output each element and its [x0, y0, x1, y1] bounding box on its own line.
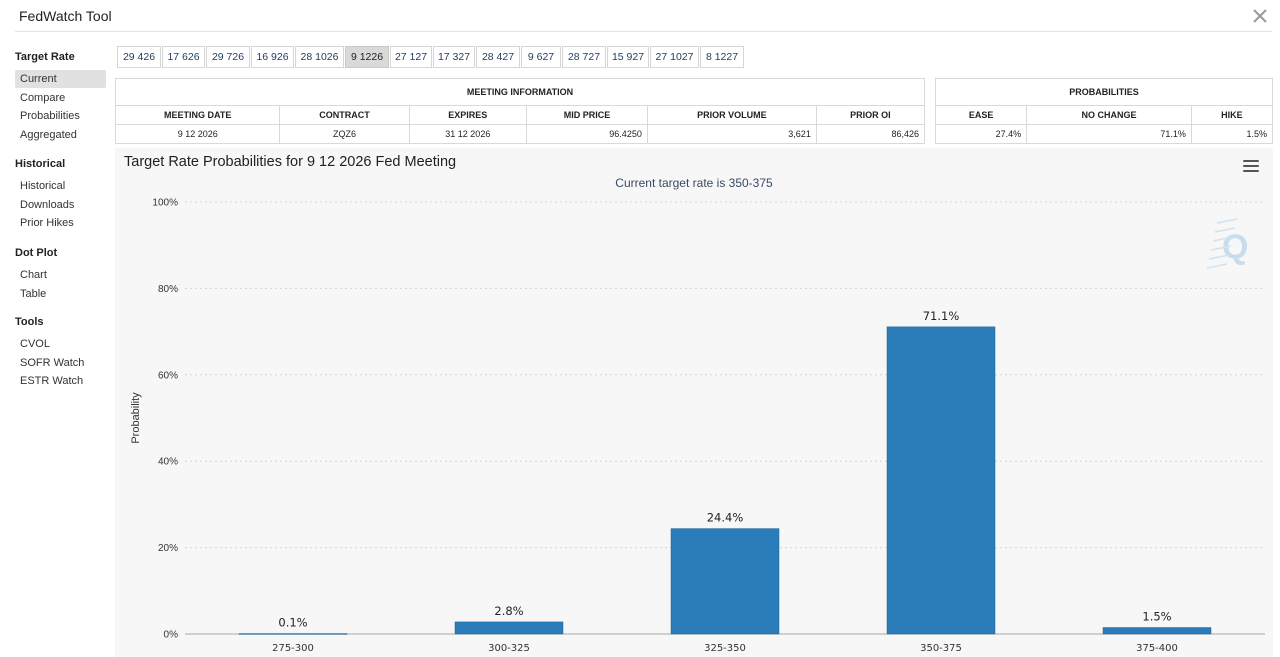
- data-label-300-325: 2.8%: [494, 604, 523, 618]
- y-axis-label: Probability: [130, 392, 142, 444]
- tab-15-927[interactable]: 15 927: [607, 46, 649, 68]
- y-tick-label: 20%: [158, 543, 178, 554]
- x-tick-label-375-400: 375-400: [1136, 643, 1178, 654]
- tab-28-1026[interactable]: 28 1026: [295, 46, 344, 68]
- hamburger-menu-icon[interactable]: [1243, 160, 1259, 172]
- tab-8-1227[interactable]: 8 1227: [700, 46, 744, 68]
- data-label-275-300: 0.1%: [278, 616, 307, 630]
- sidebar-item-probabilities[interactable]: Probabilities: [20, 110, 80, 123]
- meeting-info-cell-3: 96.4250: [526, 124, 648, 144]
- probabilities-table: PROBABILITIES EASE NO CHANGE HIKE 27.4% 71.…: [934, 78, 1274, 144]
- y-tick-label: 40%: [158, 457, 178, 468]
- probabilities-column-1: NO CHANGE: [1026, 105, 1192, 125]
- data-label-325-350: 24.4%: [707, 511, 744, 525]
- meeting-info-column-5: PRIOR OI: [815, 105, 926, 125]
- app-title: FedWatch Tool: [19, 8, 112, 24]
- tab-16-926[interactable]: 16 926: [251, 46, 294, 68]
- meeting-info-column-1: CONTRACT: [279, 105, 410, 125]
- y-tick-label: 0%: [164, 630, 179, 641]
- sidebar-item-current[interactable]: Current: [15, 70, 106, 88]
- meeting-info-column-0: MEETING DATE: [114, 105, 281, 125]
- meeting-info-cell-0: 9 12 2026: [114, 124, 281, 144]
- x-tick-label-300-325: 300-325: [488, 643, 530, 654]
- sidebar-item-prior-hikes[interactable]: Prior Hikes: [20, 217, 74, 230]
- probabilities-header: PROBABILITIES: [935, 78, 1273, 106]
- sidebar-item-chart[interactable]: Chart: [20, 269, 47, 281]
- x-tick-label-350-375: 350-375: [920, 643, 962, 654]
- tab-27-1027[interactable]: 27 1027: [650, 46, 699, 68]
- meeting-info-cell-4: 3,621: [646, 124, 817, 144]
- probabilities-column-0: EASE: [934, 105, 1028, 125]
- sidebar-heading-target-rate: Target Rate: [15, 51, 75, 63]
- probabilities-column-2: HIKE: [1190, 105, 1274, 125]
- chart-area: Target Rate Probabilities for 9 12 2026 …: [115, 148, 1273, 657]
- meeting-info-column-3: MID PRICE: [526, 105, 648, 125]
- bar-375-400: [1102, 627, 1212, 635]
- bar-325-350: [670, 528, 780, 635]
- meeting-info-cell-2: 31 12 2026: [408, 124, 528, 144]
- tab-17-626[interactable]: 17 626: [162, 46, 205, 68]
- sidebar-item-sofr-watch[interactable]: SOFR Watch: [20, 356, 85, 369]
- probabilities-cell-1: 71.1%: [1026, 124, 1192, 144]
- sidebar-item-estr-watch[interactable]: ESTR Watch: [20, 375, 84, 388]
- sidebar-heading-dot-plot: Dot Plot: [15, 247, 58, 259]
- title-divider: [15, 31, 1272, 32]
- meeting-information-table: MEETING INFORMATION MEETING DATE CONTRACT…: [114, 78, 926, 144]
- close-icon[interactable]: [1250, 6, 1270, 26]
- tab-28-427[interactable]: 28 427: [476, 46, 520, 68]
- sidebar-item-historical[interactable]: Historical: [20, 180, 66, 192]
- sidebar-item-downloads[interactable]: Downloads: [20, 198, 75, 211]
- x-tick-label-325-350: 325-350: [704, 643, 746, 654]
- probabilities-cell-2: 1.5%: [1190, 124, 1274, 144]
- bar-350-375: [886, 326, 996, 635]
- x-tick-label-275-300: 275-300: [272, 643, 314, 654]
- meeting-information-header: MEETING INFORMATION: [115, 78, 925, 106]
- probabilities-cell-0: 27.4%: [934, 124, 1028, 144]
- y-tick-label: 100%: [152, 198, 178, 209]
- tab-29-726[interactable]: 29 726: [206, 46, 250, 68]
- sidebar-item-cvol[interactable]: CVOL: [20, 338, 50, 350]
- quikstrike-logo: Q: [1206, 218, 1248, 269]
- data-label-350-375: 71.1%: [923, 309, 960, 323]
- y-tick-label: 60%: [158, 370, 178, 381]
- tab-29-426[interactable]: 29 426: [117, 46, 161, 68]
- tab-28-727[interactable]: 28 727: [562, 46, 606, 68]
- tab-17-327[interactable]: 17 327: [433, 46, 475, 68]
- tab-27-127[interactable]: 27 127: [390, 46, 432, 68]
- sidebar-heading-historical: Historical: [15, 158, 66, 170]
- bar-300-325: [454, 621, 564, 635]
- sidebar-item-compare[interactable]: Compare: [20, 91, 66, 104]
- tab-9-1226[interactable]: 9 1226: [345, 46, 389, 68]
- title-bar: FedWatch Tool: [0, 0, 1280, 32]
- sidebar-heading-tools: Tools: [15, 316, 44, 328]
- tab-9-627[interactable]: 9 627: [521, 46, 561, 68]
- sidebar-item-table[interactable]: Table: [20, 287, 47, 300]
- chart-subtitle: Current target rate is 350-375: [615, 176, 773, 190]
- bar-275-300: [238, 633, 348, 635]
- meeting-info-cell-1: ZQZ6: [279, 124, 410, 144]
- meeting-info-cell-5: 86,426: [815, 124, 926, 144]
- data-label-375-400: 1.5%: [1142, 610, 1171, 624]
- sidebar-item-aggregated[interactable]: Aggregated: [20, 129, 77, 142]
- bar-chart: Q 0% 20% 40% 60% 80% 100% Probability 0.1% 275-30…: [130, 198, 1265, 654]
- chart-title: Target Rate Probabilities for 9 12 2026 …: [124, 154, 457, 170]
- meeting-info-column-4: PRIOR VOLUME: [646, 105, 817, 125]
- meeting-info-column-2: EXPIRES: [408, 105, 528, 125]
- y-tick-label: 80%: [158, 284, 178, 295]
